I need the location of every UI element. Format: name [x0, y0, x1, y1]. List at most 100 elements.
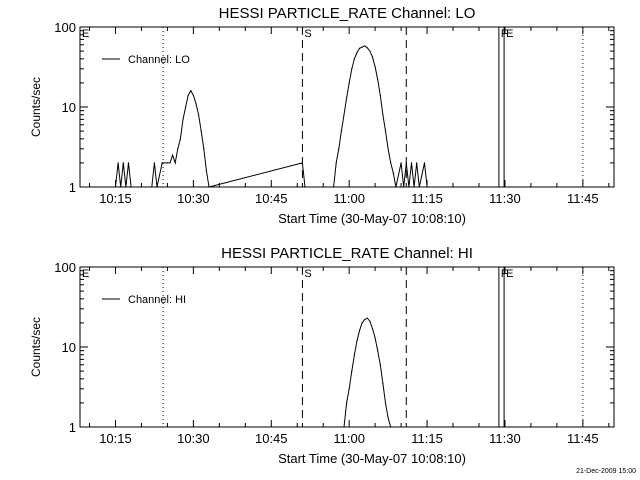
- panel-1-data-point: [333, 186, 335, 188]
- panel-1-data-point: [304, 186, 306, 188]
- panel-1-data-point: [405, 162, 407, 164]
- panel-2-data-point: [382, 382, 384, 385]
- panel-2-data-point: [343, 426, 345, 428]
- panel-1-data-point: [371, 56, 374, 58]
- panel-1-data-point: [161, 162, 163, 164]
- panel-1-data-point: [413, 186, 415, 188]
- panel-1-data-point: [390, 162, 392, 164]
- panel-2-x-tick-label: 11:45: [567, 431, 599, 446]
- panel-1-data-point: [392, 172, 394, 174]
- panel-1-data-point: [387, 148, 389, 150]
- panel-1-data-point: [408, 186, 410, 188]
- panel-2-y-tick-label: 1: [69, 420, 76, 435]
- panel-1-legend-label: Channel: LO: [128, 54, 190, 66]
- panel-1-data-point: [351, 68, 353, 70]
- panel-1-data-point: [166, 162, 168, 164]
- panel-1-data-point: [301, 162, 303, 164]
- panel-1-data-point: [338, 148, 340, 150]
- panel-1-data-point: [122, 162, 124, 164]
- panel-1-data-point: [195, 103, 197, 105]
- panel-1-data-point: [190, 90, 192, 92]
- panel-1-y-tick-label: 100: [54, 20, 76, 35]
- panel-2-data-point: [377, 350, 379, 352]
- panel-1-data-point: [340, 130, 342, 132]
- panel-1-x-tick-label: 11:30: [489, 191, 521, 206]
- panel-1-data-point: [203, 148, 205, 150]
- panel-2-x-tick-label: 11:15: [411, 431, 443, 446]
- panel-2-data-point: [379, 364, 381, 366]
- panel-2-legend-label: Channel: HI: [128, 294, 186, 306]
- panel-2-chart-title: HESSI PARTICLE_RATE Channel: HI: [221, 245, 473, 262]
- panel-2-y-tick-label: 100: [54, 260, 76, 275]
- panel-1-event-marker-label: E: [82, 28, 89, 40]
- panel-1-data-point: [346, 97, 348, 99]
- panel-2-data-point: [356, 340, 358, 342]
- panel-2-x-axis-label: Start Time (30-May-07 10:08:10): [278, 451, 466, 466]
- panel-1-data-point: [153, 162, 155, 164]
- panel-1-data-point: [410, 162, 413, 164]
- panel-2-data-point: [371, 328, 374, 330]
- panel-1-x-tick-label: 10:15: [99, 191, 132, 206]
- panel-2-x-tick-label: 10:30: [177, 431, 210, 446]
- panel-1-x-tick-label: 11:15: [411, 191, 443, 206]
- panel-2-data-point: [387, 417, 389, 419]
- panel-1-y-axis-label: Counts/sec: [29, 77, 43, 137]
- panel-2-y-axis-label: Counts/sec: [29, 317, 43, 377]
- panel-1-data-point: [169, 162, 171, 164]
- panel-1-data-point: [426, 186, 428, 188]
- panel-1-chart-title: HESSI PARTICLE_RATE Channel: LO: [219, 5, 476, 22]
- panel-1-data-point: [374, 66, 376, 68]
- panel-1-data-point: [151, 186, 153, 188]
- panel-1-data-point: [379, 94, 381, 96]
- panel-1-data-point: [182, 118, 184, 120]
- panel-1-data-point: [369, 50, 371, 52]
- panel-2-series-line: [343, 317, 392, 428]
- panel-1-event-marker-label: S: [304, 28, 311, 40]
- panel-2-x-tick-label: 11:30: [489, 431, 521, 446]
- panel-2-data-point: [346, 402, 348, 404]
- panel-1-data-point: [198, 114, 200, 116]
- panel-1-data-point: [130, 186, 132, 188]
- panel-2-data-point: [390, 426, 392, 428]
- panel-2-event-marker-label: S: [304, 268, 311, 280]
- panel-1-data-point: [343, 114, 345, 116]
- panel-1-x-tick-label: 11:45: [567, 191, 599, 206]
- panel-1-data-point: [192, 94, 194, 96]
- panel-1-data-point: [377, 79, 379, 81]
- panel-1-data-point: [366, 47, 368, 49]
- panel-2-data-point: [351, 370, 353, 372]
- panel-1-data-point: [384, 130, 387, 132]
- panel-2-data-point: [374, 337, 376, 339]
- panel-1-data-point: [156, 186, 158, 188]
- panel-1-data-point: [177, 148, 179, 150]
- panel-1-data-point: [208, 186, 210, 188]
- panel-1-event-marker-label: E: [506, 28, 513, 40]
- panel-1-data-point: [200, 130, 202, 132]
- panel-2-data-point: [366, 317, 368, 319]
- panel-2-data-point: [384, 402, 387, 404]
- panel-1-data-point: [416, 162, 418, 164]
- panel-1-data-point: [348, 82, 350, 84]
- panel-2-x-tick-label: 11:00: [333, 431, 365, 446]
- panel-1-data-point: [356, 51, 358, 54]
- panel-2-x-tick-label: 10:15: [99, 431, 132, 446]
- panel-2-x-tick-label: 10:45: [255, 431, 288, 446]
- panel-2-data-point: [364, 319, 366, 321]
- panel-1-data-point: [125, 186, 127, 188]
- panel-1-data-point: [395, 186, 397, 188]
- panel-1-data-point: [403, 186, 405, 188]
- panel-2-data-point: [348, 388, 350, 390]
- panel-1-data-point: [127, 162, 130, 164]
- panel-1-data-point: [174, 162, 176, 164]
- panel-1-x-tick-label: 11:00: [333, 191, 365, 206]
- panel-1-x-tick-label: 10:30: [177, 191, 210, 206]
- panel-2-y-tick-label: 10: [62, 340, 76, 355]
- panel-2-data-point: [358, 330, 361, 332]
- panel-1-x-tick-label: 10:45: [255, 191, 288, 206]
- panel-2-event-marker-label: E: [506, 268, 513, 280]
- panel-1-data-point: [400, 162, 402, 164]
- panel-1-data-point: [117, 162, 119, 164]
- panel-1-data-point: [353, 58, 355, 60]
- panel-1-plot-frame: [79, 26, 615, 188]
